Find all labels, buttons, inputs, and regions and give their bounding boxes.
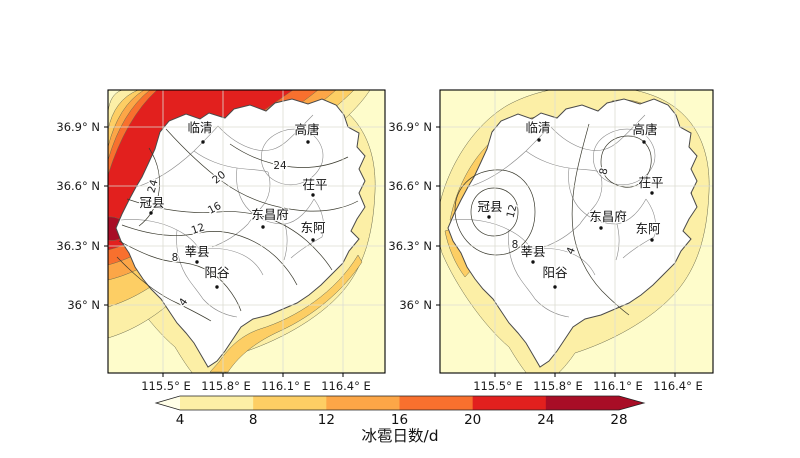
- city-dot-阳谷: [553, 285, 557, 289]
- city-label-临清: 临清: [525, 120, 550, 135]
- colorbar-right-arrow: [619, 396, 644, 410]
- y-tick-label: 36.9° N: [56, 120, 100, 134]
- city-label-茌平: 茌平: [638, 175, 663, 190]
- colorbar: 4 8 12 16 20 24 28 冰雹日数/d: [154, 395, 646, 445]
- axes-left: 115.5° E 115.8° E 116.1° E 116.4° E 36.9° N 3…: [56, 120, 370, 393]
- contour-lines-left: [116, 128, 359, 322]
- city-dot-冠县: [487, 215, 491, 219]
- city-label-东昌府: 东昌府: [589, 209, 627, 224]
- city-label-阳谷: 阳谷: [204, 265, 230, 280]
- x-tick-label: 115.8° E: [533, 379, 583, 393]
- colorbar-tick-label: 16: [391, 412, 408, 428]
- grid-right: [440, 90, 713, 373]
- plot-frame: [439, 89, 714, 374]
- y-tick-label: 36.9° N: [388, 120, 432, 134]
- city-dot-临清: [201, 140, 205, 144]
- city-label-高唐: 高唐: [294, 122, 319, 137]
- plot-frame: [107, 89, 386, 374]
- city-dot-东昌府: [599, 226, 603, 230]
- x-tick-label: 115.5° E: [473, 379, 523, 393]
- y-tick-label: 36.3° N: [56, 239, 100, 253]
- grid-left: [108, 90, 385, 373]
- colorbar-segment: [545, 396, 620, 410]
- colorbar-segment: [472, 396, 547, 410]
- contour-lines-right: [454, 123, 652, 316]
- panel-right-fill: [440, 90, 713, 373]
- city-label-冠县: 冠县: [139, 195, 164, 210]
- city-dot-东昌府: [261, 225, 265, 229]
- colorbar-tick-label: 8: [249, 412, 258, 428]
- x-tick-label: 116.4° E: [653, 379, 703, 393]
- x-tick-label: 116.4° E: [321, 379, 371, 393]
- contour-value-label: 8: [512, 239, 519, 251]
- city-dot-茌平: [650, 191, 654, 195]
- y-tick-label: 36.3° N: [388, 239, 432, 253]
- colorbar-left-arrow: [156, 396, 180, 410]
- city-dot-冠县: [149, 211, 153, 215]
- band-8-12-se: [209, 254, 363, 373]
- contour-value-label: 12: [505, 203, 520, 219]
- city-dot-临清: [537, 138, 541, 142]
- city-label-东阿: 东阿: [635, 221, 661, 236]
- contour-value-label: 24: [273, 160, 287, 172]
- colorbar-tick-label: 28: [610, 412, 627, 428]
- city-dot-高唐: [306, 140, 310, 144]
- city-dot-东阿: [311, 238, 315, 242]
- city-label-东阿: 东阿: [300, 220, 326, 235]
- y-tick-label: 36° N: [399, 298, 432, 312]
- x-tick-label: 116.1° E: [261, 379, 311, 393]
- x-tick-label: 115.8° E: [201, 379, 251, 393]
- y-tick-label: 36.6° N: [56, 179, 100, 193]
- city-dot-莘县: [195, 260, 199, 264]
- x-tick-label: 116.1° E: [593, 379, 643, 393]
- colorbar-tick-label: 20: [464, 412, 481, 428]
- contour-value-label: 8: [598, 167, 611, 176]
- colorbar-tick-label: 4: [176, 412, 185, 428]
- city-label-东昌府: 东昌府: [251, 207, 289, 222]
- axes-right: 115.5° E 115.8° E 116.1° E 116.4° E 36.9° N 3…: [388, 120, 702, 393]
- city-label-莘县: 莘县: [184, 244, 209, 259]
- colorbar-tick-label: 12: [318, 412, 335, 428]
- city-label-茌平: 茌平: [302, 177, 327, 192]
- city-label-莘县: 莘县: [520, 244, 545, 259]
- city-dot-茌平: [311, 193, 315, 197]
- city-label-高唐: 高唐: [632, 122, 657, 137]
- city-dot-莘县: [531, 260, 535, 264]
- colorbar-outline: [154, 395, 646, 411]
- x-tick-label: 115.5° E: [141, 379, 191, 393]
- colorbar-segment: [399, 396, 474, 410]
- city-dot-阳谷: [215, 285, 219, 289]
- y-tick-label: 36° N: [67, 298, 100, 312]
- city-dot-高唐: [642, 140, 646, 144]
- city-dot-东阿: [650, 238, 654, 242]
- panel-left-fill: [108, 90, 385, 373]
- contour-value-label: 8: [172, 252, 179, 264]
- city-label-临清: 临清: [187, 120, 212, 135]
- city-label-阳谷: 阳谷: [542, 265, 568, 280]
- contour-value-label: 24: [146, 178, 161, 194]
- colorbar-segment: [180, 396, 254, 410]
- colorbar-segment: [253, 396, 327, 410]
- colorbar-title: 冰雹日数/d: [361, 427, 438, 445]
- colorbar-tick-label: 24: [537, 412, 554, 428]
- y-tick-label: 36.6° N: [388, 179, 432, 193]
- contour-value-label: 12: [190, 221, 206, 237]
- city-label-冠县: 冠县: [477, 199, 502, 214]
- colorbar-segment: [326, 396, 400, 410]
